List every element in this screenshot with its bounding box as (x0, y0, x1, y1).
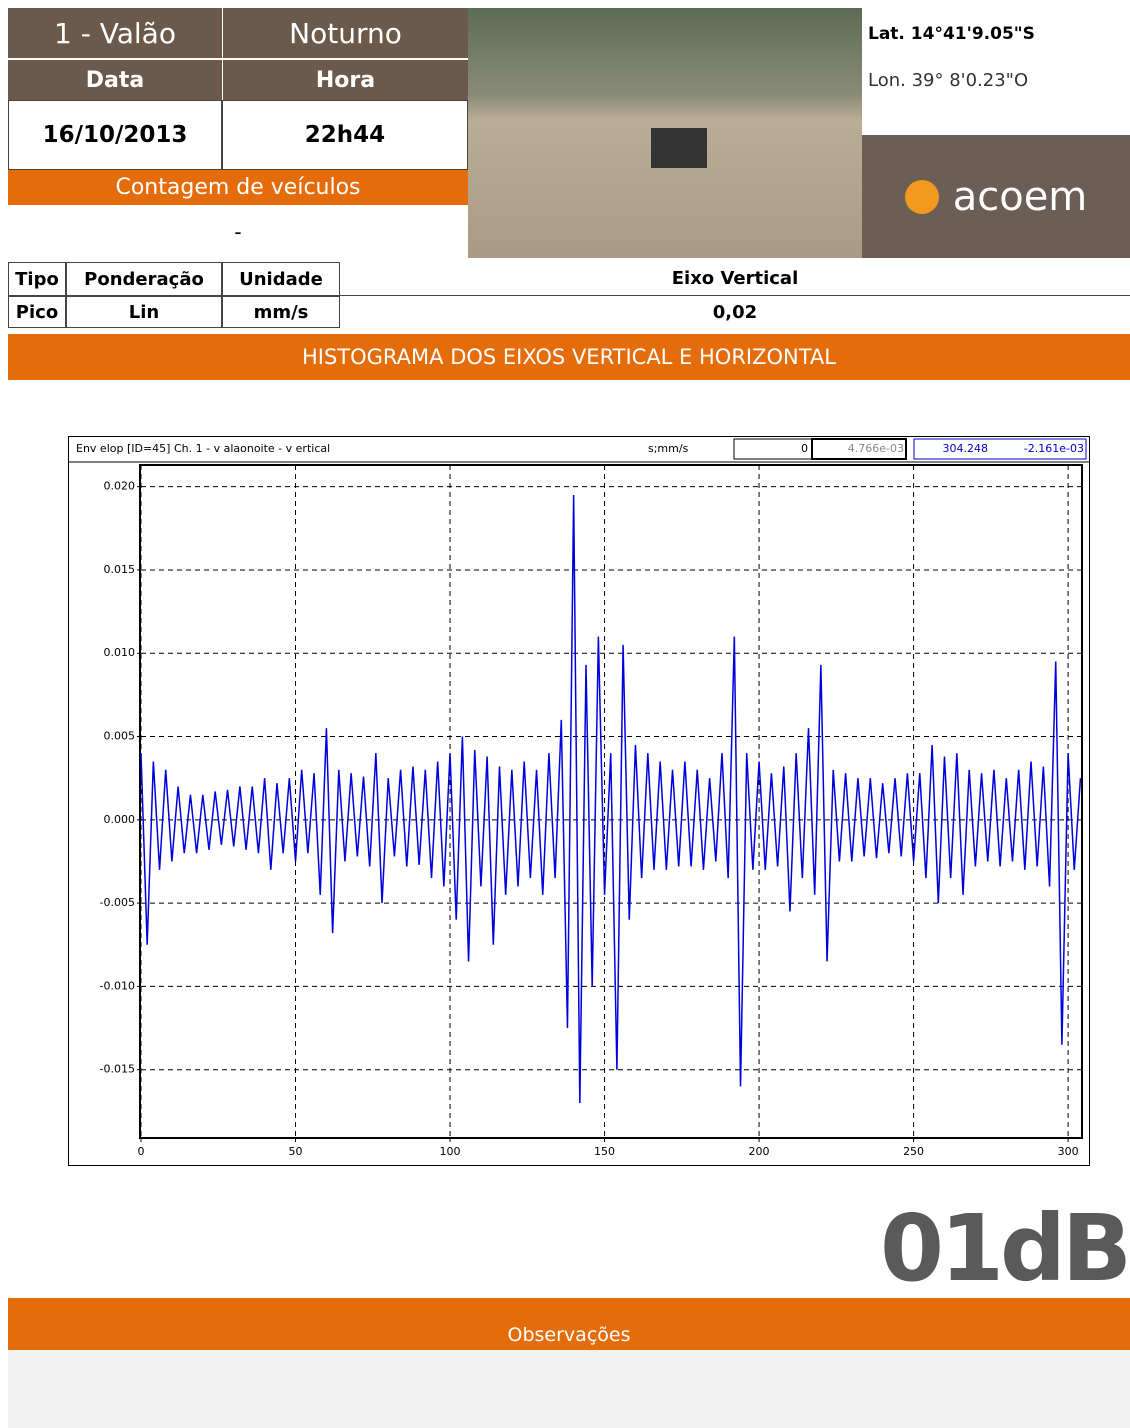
x-tick-label: 200 (749, 1145, 770, 1158)
y-tick-label: 0.020 (104, 480, 136, 493)
section-title: HISTOGRAMA DOS EIXOS VERTICAL E HORIZONT… (8, 334, 1130, 380)
x-tick-label: 250 (903, 1145, 924, 1158)
time: 22h44 (222, 100, 468, 170)
x-tick-label: 300 (1058, 1145, 1079, 1158)
y-tick-label: -0.005 (100, 896, 135, 909)
cell: 0,02 (712, 301, 758, 323)
date-label: Data (8, 60, 222, 100)
y-tick-label: 0.010 (104, 646, 136, 659)
brand-box: acoem (862, 135, 1130, 258)
y-tick-label: 0.015 (104, 563, 136, 576)
y-tick-label: 0.000 (104, 813, 136, 826)
brand-icon (904, 179, 939, 214)
cursor-box (913, 438, 1087, 460)
col-header: Ponderação (66, 262, 222, 296)
cursor-value: 0 (801, 442, 808, 455)
longitude: Lon. 39° 8'0.23"O (868, 70, 1029, 91)
y-tick-label: -0.015 (100, 1063, 135, 1076)
notes-box (8, 1350, 1130, 1428)
period: Noturno (222, 8, 468, 58)
plot-area (139, 464, 1083, 1139)
cell: Lin (66, 296, 222, 328)
count: - (234, 219, 242, 244)
brand: acoem (952, 173, 1088, 220)
y-tick-label: 0.005 (104, 730, 136, 743)
x-tick-label: 100 (440, 1145, 461, 1158)
col-header: Tipo (8, 262, 66, 296)
cursor-value: -2.161e-03 (1024, 442, 1084, 455)
cell: mm/s (222, 296, 340, 328)
chart: Env elop [ID=45] Ch. 1 - v alaonoite - v… (68, 436, 1090, 1166)
laptop (651, 128, 707, 168)
notes-title: Observações (8, 1298, 1130, 1350)
chart-title: Env elop [ID=45] Ch. 1 - v alaonoite - v… (76, 442, 330, 455)
col-header: Eixo Vertical (340, 262, 1130, 296)
units: s;mm/s (648, 442, 689, 455)
x-tick-label: 150 (594, 1145, 615, 1158)
cell: Pico (8, 296, 66, 328)
time-label: Hora (222, 60, 468, 100)
count-label: Contagem de veículos (8, 170, 468, 205)
y-tick-label: -0.010 (100, 979, 135, 992)
col-header: Unidade (222, 262, 340, 296)
x-tick-label: 0 (138, 1145, 145, 1158)
site: 1 - Valão (8, 8, 222, 58)
site-photo (468, 8, 862, 258)
x-tick-label: 50 (289, 1145, 303, 1158)
date: 16/10/2013 (8, 100, 222, 170)
cursor-value: 4.766e-03 (848, 442, 904, 455)
logo: 01dB (880, 1195, 1130, 1302)
latitude: Lat. 14°41'9.05"S (868, 24, 1035, 44)
waveform (140, 494, 1082, 1104)
cursor-box (811, 438, 907, 460)
cursor-value: 304.248 (943, 442, 989, 455)
